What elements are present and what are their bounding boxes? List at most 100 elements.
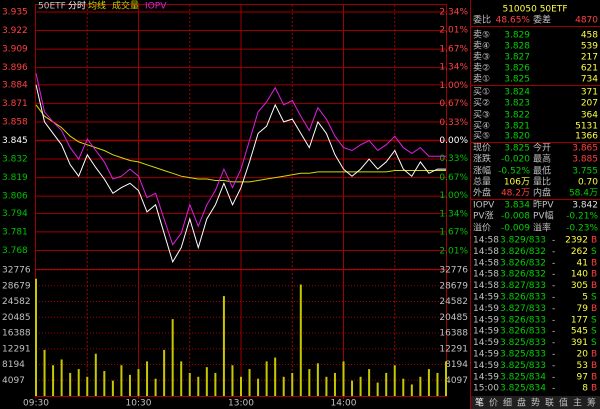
- tab[interactable]: 势: [531, 397, 540, 409]
- trade-flag: -: [552, 247, 555, 257]
- trade-price: 3.825/834: [500, 372, 546, 382]
- volume-bar: [282, 376, 285, 396]
- quote-cell: 昨PV: [533, 199, 554, 211]
- quote-cell: 总量: [473, 176, 491, 188]
- quote-cell: IOPV: [473, 201, 495, 211]
- volume-bar: [410, 384, 413, 396]
- y2-tick-label: 1.00%: [439, 81, 468, 91]
- volume-bar: [248, 369, 251, 396]
- volume-tick-label: 28679: [2, 281, 31, 291]
- tab[interactable]: 细: [503, 397, 512, 409]
- trade-flag: -: [552, 258, 555, 268]
- quote-cell: 现价: [473, 143, 491, 154]
- volume-tick-label: 16388: [2, 329, 31, 339]
- quote-cell: 最低: [533, 165, 551, 177]
- tab[interactable]: 主: [573, 397, 582, 409]
- volume-bar: [368, 369, 371, 396]
- quote-cell: 卖③: [473, 52, 490, 63]
- y-tick-label: 3.794: [2, 209, 28, 219]
- quote-cell: 217: [581, 53, 598, 63]
- trade-price: 3.826/832: [500, 270, 546, 280]
- quote-cell: 买⑤: [473, 131, 490, 142]
- price-line: [35, 73, 446, 246]
- volume-tick-label-right: 24582: [439, 297, 468, 307]
- volume-bar: [393, 365, 396, 396]
- volume-bar: [325, 376, 328, 396]
- volume-bar: [146, 361, 149, 396]
- tab[interactable]: 值: [559, 397, 568, 409]
- tab[interactable]: 笔: [475, 397, 484, 409]
- quote-cell: 3.824: [504, 88, 530, 98]
- volume-bar: [188, 372, 191, 396]
- quote-cell: 涨幅: [473, 165, 491, 177]
- trade-flag: -: [552, 270, 555, 280]
- quote-cell: 溢率: [533, 222, 551, 234]
- quote-cell: -0.23%: [566, 224, 598, 234]
- trade-volume: 53: [577, 361, 588, 371]
- trade-price: 3.825/833: [500, 361, 546, 371]
- volume-bar: [214, 372, 217, 396]
- volume-bar: [69, 372, 72, 396]
- tab[interactable]: 筹: [587, 397, 596, 409]
- trade-flag: -: [552, 350, 555, 360]
- trade-side: S: [591, 293, 597, 303]
- y-tick-label: 3.819: [2, 173, 28, 183]
- trade-side: B: [591, 372, 597, 382]
- volume-tick-label-right: 28679: [439, 281, 468, 291]
- quote-cell: 买④: [473, 121, 490, 132]
- volume-bar: [94, 353, 97, 396]
- trade-side: S: [591, 338, 597, 348]
- trade-price: 3.826/832: [500, 258, 546, 268]
- trade-side: S: [591, 247, 597, 257]
- y-tick-label: 3.768: [2, 246, 28, 256]
- quote-cell: 溢价: [473, 222, 491, 234]
- quote-cell: 3.885: [572, 155, 598, 165]
- y2-tick-label: 1.67%: [439, 44, 468, 54]
- trade-side: B: [591, 258, 597, 268]
- trade-volume: 140: [571, 270, 588, 280]
- y2-tick-label: 1.34%: [439, 62, 468, 72]
- tab[interactable]: 盘: [517, 397, 526, 409]
- quote-cell: 最高: [533, 153, 551, 165]
- y2-tick-label: 2.01%: [439, 246, 468, 256]
- quote-cell: 734: [581, 75, 598, 85]
- trade-volume: 20: [577, 350, 589, 360]
- quote-cell: -0.21%: [566, 212, 598, 222]
- tab[interactable]: 联: [545, 398, 554, 409]
- trade-time: 14:59: [473, 327, 499, 337]
- volume-tick-label: 24582: [2, 297, 31, 307]
- quote-cell: 207: [581, 99, 598, 109]
- volume-bar: [376, 382, 379, 396]
- trade-time: 14:59: [473, 304, 499, 314]
- volume-bar: [265, 361, 268, 396]
- y-tick-label: 3.806: [2, 192, 28, 202]
- volume-tick-label: 32776: [2, 266, 31, 276]
- trade-side: B: [591, 384, 597, 394]
- quote-cell: 买③: [473, 110, 490, 121]
- trade-side: B: [591, 270, 597, 280]
- y2-tick-label: 0.33%: [439, 118, 468, 128]
- volume-bar: [231, 365, 234, 396]
- trade-flag: -: [552, 236, 555, 246]
- trade-volume: 8: [582, 384, 588, 394]
- trade-side: S: [591, 315, 597, 325]
- quote-cell: 58.4万: [569, 189, 598, 199]
- volume-bar: [197, 376, 200, 396]
- quote-cell: PV涨: [473, 211, 494, 222]
- trade-time: 15:00: [473, 384, 499, 394]
- volume-bar: [35, 278, 37, 396]
- tab[interactable]: 价: [489, 398, 498, 409]
- trade-time: 14:58: [473, 236, 499, 246]
- quote-cell: -0.020: [501, 155, 530, 165]
- trade-side: B: [591, 350, 597, 360]
- quote-cell: 458: [581, 31, 598, 41]
- y-tick-label: 3.781: [2, 227, 28, 237]
- quote-cell: 委比: [473, 14, 491, 26]
- trade-price: 3.826/833: [500, 315, 546, 325]
- volume-bar: [111, 380, 114, 396]
- quote-cell: 3.755: [572, 167, 598, 177]
- trade-price: 3.825/833: [500, 350, 546, 360]
- volume-bar: [342, 361, 345, 396]
- trade-price: 3.825/834: [500, 384, 546, 394]
